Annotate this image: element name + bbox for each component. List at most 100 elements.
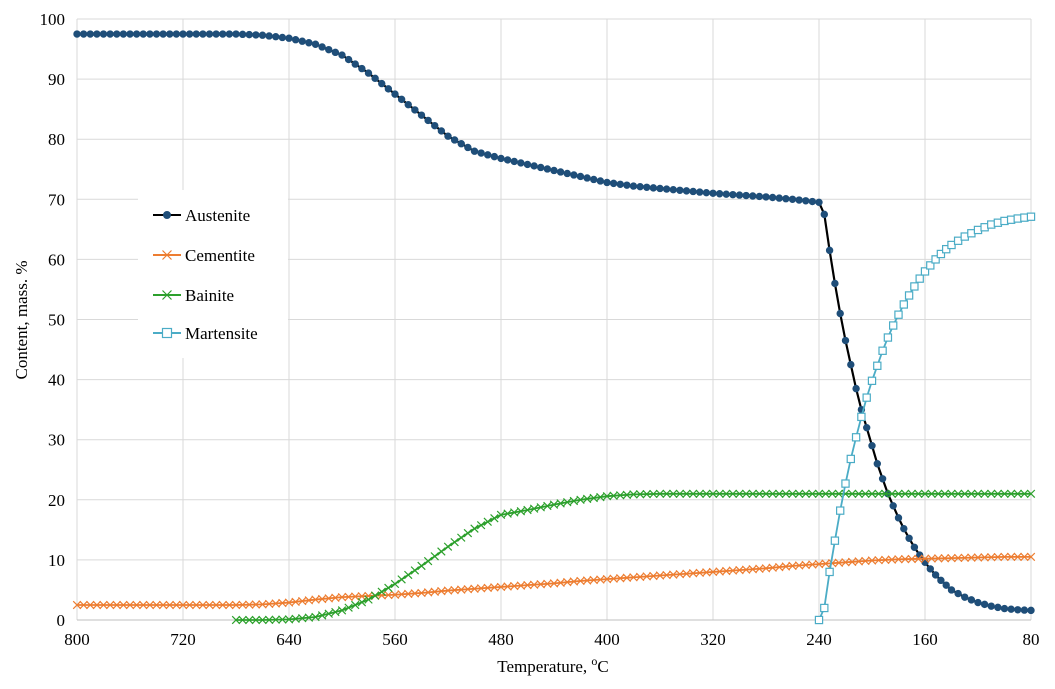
data-point-x: [887, 489, 897, 499]
data-point-x: [523, 505, 532, 515]
data-point-x: [496, 510, 506, 520]
data-point-circle: [768, 193, 777, 202]
data-point-x: [139, 600, 148, 610]
data-point-x: [602, 574, 612, 584]
data-point-circle: [649, 184, 658, 192]
data-point-circle: [510, 157, 518, 166]
data-point-x: [397, 590, 406, 599]
data-point-circle: [384, 85, 393, 93]
data-point-circle: [729, 190, 737, 199]
data-point-circle: [629, 182, 638, 190]
data-point-x: [245, 600, 254, 609]
data-point-x: [821, 559, 830, 568]
data-point-circle: [484, 151, 492, 159]
data-point-x: [543, 501, 552, 511]
legend-item-martensite: Martensite: [153, 324, 258, 343]
data-point-x: [370, 591, 380, 600]
data-point-circle: [868, 442, 876, 450]
data-point-circle: [378, 79, 386, 88]
data-point-square: [920, 267, 930, 276]
data-point-circle: [910, 543, 919, 551]
data-point-x: [258, 600, 267, 609]
data-point-circle: [755, 192, 764, 201]
data-point-x: [874, 555, 883, 565]
data-point-circle: [106, 30, 114, 38]
data-point-circle: [179, 30, 187, 38]
data-point-x: [953, 489, 963, 499]
data-point-circle: [994, 603, 1002, 612]
data-point-circle: [676, 186, 684, 194]
data-point-x: [622, 490, 632, 500]
data-point-x: [569, 496, 579, 506]
data-point-x: [775, 562, 784, 572]
data-point-x: [510, 508, 519, 517]
data-point-circle: [863, 423, 871, 432]
data-point-circle: [152, 30, 161, 38]
data-point-circle: [245, 30, 253, 39]
data-point-x: [814, 559, 824, 569]
data-point-circle: [715, 190, 724, 198]
data-point-circle: [788, 195, 797, 204]
data-point-x: [907, 489, 916, 499]
data-point-circle: [424, 116, 432, 125]
data-point-x: [847, 557, 857, 567]
data-point-x: [298, 613, 307, 623]
data-point-square: [953, 236, 963, 245]
data-point-square: [931, 255, 940, 264]
data-point-circle: [159, 30, 167, 38]
data-point-x: [278, 598, 287, 608]
data-point-square: [883, 333, 893, 342]
data-point-x: [881, 555, 890, 565]
data-point-x: [225, 600, 234, 610]
data-point-x: [417, 561, 426, 571]
data-point-circle: [831, 279, 839, 288]
data-point-square: [857, 412, 866, 422]
data-point-circle: [596, 177, 605, 185]
data-point-square: [936, 249, 946, 259]
data-point-x: [947, 553, 956, 563]
data-point-x: [344, 592, 353, 602]
data-point-x: [854, 557, 863, 566]
series-group: [72, 30, 1036, 625]
data-point-x: [755, 564, 764, 573]
data-point-circle: [358, 64, 366, 73]
data-point-circle: [820, 210, 828, 219]
series-line-bainite: [236, 492, 1031, 621]
data-point-x: [808, 560, 817, 569]
data-point-x: [523, 580, 532, 590]
data-point-square: [904, 291, 914, 300]
data-point-x: [162, 250, 172, 260]
data-point-circle: [735, 191, 744, 199]
series-line-cementite: [77, 555, 1031, 606]
data-point-x: [490, 514, 499, 523]
data-point-x: [655, 571, 665, 580]
data-point-x: [728, 566, 738, 575]
x-tick-label: 480: [488, 630, 514, 649]
data-point-x: [476, 520, 486, 530]
x-tick-label: 800: [64, 630, 90, 649]
data-point-x: [649, 489, 658, 499]
data-point-circle: [404, 100, 412, 109]
x-tick-label: 320: [700, 630, 726, 649]
data-point-x: [609, 574, 618, 583]
data-point-circle: [1007, 605, 1015, 613]
data-point-x: [662, 489, 671, 499]
data-point-x: [695, 568, 704, 578]
data-point-x: [569, 577, 579, 586]
data-point-x: [854, 489, 863, 499]
data-point-circle: [543, 165, 552, 173]
data-point-x: [861, 489, 870, 499]
data-point-circle: [942, 581, 950, 589]
data-point-circle: [113, 30, 121, 38]
data-point-x: [894, 489, 903, 499]
data-point-x: [556, 578, 565, 587]
data-point-x: [609, 491, 618, 500]
data-point-x: [708, 489, 718, 499]
data-point-square: [894, 310, 903, 319]
y-tick-label: 10: [48, 551, 65, 570]
data-point-x: [695, 489, 704, 499]
data-point-circle: [172, 30, 181, 38]
data-point-circle: [762, 193, 770, 201]
data-point-circle: [457, 140, 465, 148]
data-point-x: [715, 489, 724, 499]
